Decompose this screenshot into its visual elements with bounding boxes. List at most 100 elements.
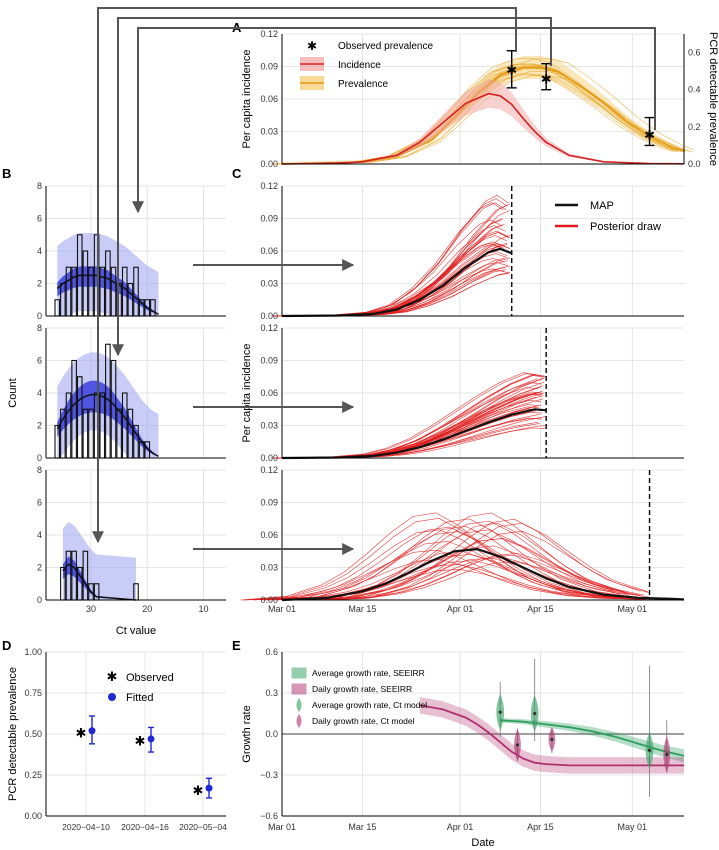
panel-e-ylabel: Growth rate [241, 705, 253, 762]
posterior-draw-line [270, 525, 627, 601]
panel-c-legend-label: Posterior draw [590, 221, 661, 233]
panel-b-row-0-ytick-label: 2 [37, 279, 42, 289]
fitted-prevalence-point [205, 784, 213, 792]
panel-b-row-1-ytick-label: 6 [37, 356, 42, 366]
ct-fit-line [62, 563, 137, 601]
panel-c-legend-label: MAP [590, 200, 614, 212]
fitted-prevalence-point [88, 727, 96, 735]
panel-b-row-0-ytick-label: 8 [37, 181, 42, 191]
ct-average-growth-violin-median [647, 748, 652, 753]
panel-label-b: B [2, 166, 11, 181]
panel-a-y2label: PCR detectable prevalence [707, 32, 719, 166]
panel-c-xtick-label: May 01 [618, 604, 648, 614]
panel-b-xlabel: Ct value [116, 625, 156, 637]
panel-e-ytick-label: 0.6 [265, 647, 278, 657]
connector-arrow [92, 7, 517, 544]
panel-c-xtick-label: Apr 01 [447, 604, 474, 614]
panel-e-ytick-label: −0.6 [260, 811, 278, 821]
ct-fit-line [56, 274, 159, 316]
posterior-draw-line [261, 531, 619, 601]
posterior-draw-line [240, 512, 643, 601]
posterior-draw-line [270, 372, 535, 459]
panel-e-xtick-label: Mar 15 [348, 822, 376, 832]
posterior-draw-line [277, 198, 508, 317]
map-line [281, 408, 547, 460]
posterior-draw-line [302, 522, 625, 601]
panel-e-growth-rate: −0.6 −0.3 0.0 0.3 0.6 Mar 01 Mar 15 Apr 01 Apr 1… [241, 647, 685, 849]
panel-a-chart: ✱ ✱ ✱ 0.00 0.03 0.06 0.09 0.12 0.0 0.2 0.4 0.6 Per c… [241, 29, 719, 169]
panel-b-row-0-ytick-label: 4 [37, 246, 42, 256]
ct-inner-credible-band [57, 380, 159, 457]
legend-daily-seeirr-swatch [291, 683, 307, 695]
legend-daily-ct-swatch [296, 714, 302, 728]
observed-prevalence-point: ✱ [506, 62, 517, 77]
panel-c-ylabel: Per capita incidence [241, 343, 253, 442]
panel-b-row-0-ytick-label: 0 [37, 311, 42, 321]
panel-b-histograms: 0 2 4 6 8 0 2 4 6 8 0 2 4 6 8 30 20 10 Ct value Count [7, 181, 226, 637]
panel-b-xtick-label: 20 [142, 604, 152, 614]
panel-c-row-2-ytick-label: 0.09 [260, 498, 278, 508]
panel-d-ylabel: PCR detectable prevalence [7, 667, 19, 801]
panel-d-legend-label: Observed [126, 672, 174, 684]
panel-e-ytick-label: 0.3 [265, 688, 278, 698]
panel-a-y2tick-label: 0.6 [688, 48, 701, 58]
panel-c-xtick-label: Apr 15 [527, 604, 554, 614]
panel-e-xtick-label: Apr 01 [447, 822, 474, 832]
panel-c-xtick-label: Mar 01 [268, 604, 296, 614]
connector-arrows [92, 7, 656, 555]
panel-e-xtick-label: May 01 [618, 822, 648, 832]
panel-c-incidence: 0.00 0.03 0.06 0.09 0.12 0.00 0.03 0.06 0.09 0.12… [240, 181, 685, 614]
connector-arrow [132, 27, 656, 214]
panel-c-row-0-ytick-label: 0.06 [260, 246, 278, 256]
panel-d-ytick-label: 0.25 [24, 770, 42, 780]
ct-daily-growth-violin-median [665, 752, 669, 757]
panel-a-legend-label: Incidence [338, 60, 381, 71]
panel-b-row-1-ytick-label: 2 [37, 421, 42, 431]
panel-a-y2tick-label: 0.0 [688, 159, 701, 169]
panel-label-c: C [232, 166, 242, 181]
panel-b-row-2-ytick-label: 8 [37, 465, 42, 475]
posterior-draw-line [326, 522, 649, 601]
posterior-draw-line [320, 561, 642, 601]
panel-b-ylabel: Count [7, 378, 19, 407]
ct-average-growth-violin-median [533, 711, 537, 716]
panel-d-xtick-label: 2020−04−16 [121, 822, 169, 832]
connector-arrow [112, 17, 552, 357]
panel-b-row-1-ytick-label: 0 [37, 453, 42, 463]
panel-label-d: D [2, 638, 11, 653]
legend-average-ct-swatch [296, 698, 302, 712]
ct-daily-growth-violin-median [550, 737, 554, 742]
posterior-draw-line [296, 557, 618, 601]
panel-c-row-2-ytick-label: 0.06 [260, 530, 278, 540]
panel-e-legend-label: Average growth rate, SEEIRR [312, 668, 425, 678]
panel-e-legend-label: Daily growth rate, SEEIRR [312, 684, 412, 694]
panel-e-ytick-label: 0.0 [265, 729, 278, 739]
panel-a-ytick-label: 0.06 [260, 94, 278, 104]
legend-observed-symbol: ✱ [107, 669, 118, 684]
fitted-prevalence-point [147, 735, 155, 743]
panel-a-legend-label: Observed prevalence [338, 41, 433, 52]
panel-c-row-0-ytick-label: 0.12 [260, 181, 278, 191]
panel-b-row-2-ytick-label: 6 [37, 498, 42, 508]
panel-e-legend-label: Average growth rate, Ct model [312, 700, 427, 710]
panel-a-ytick-label: 0.00 [260, 159, 278, 169]
panel-a-ytick-label: 0.12 [260, 29, 278, 39]
posterior-draw-line [280, 373, 545, 459]
observed-prevalence-point: ✱ [644, 127, 655, 142]
observed-prevalence-point: ✱ [541, 72, 552, 87]
panel-e-xtick-label: Apr 15 [527, 822, 554, 832]
panel-c-row-2-ytick-label: 0.12 [260, 465, 278, 475]
panel-c-row-2-ytick-label: 0.00 [260, 595, 278, 605]
panel-c-xtick-label: Mar 15 [348, 604, 376, 614]
panel-d-prevalence: ✱ ✱ ✱ 0.00 0.25 0.50 0.75 1.00 2020−04−10 2020−04… [7, 647, 227, 832]
panel-e-legend-label: Daily growth rate, Ct model [312, 716, 415, 726]
posterior-draw-line [318, 554, 641, 601]
posterior-draw-line [263, 564, 620, 601]
map-line [281, 547, 685, 602]
panel-b-row-0-ytick-label: 6 [37, 214, 42, 224]
panel-c-row-0-ytick-label: 0.00 [260, 311, 278, 321]
incidence-line [281, 92, 685, 165]
panel-d-xtick-label: 2020−04−10 [62, 822, 110, 832]
panel-a-y2tick-label: 0.4 [688, 85, 701, 95]
panel-c-row-0-ytick-label: 0.03 [260, 279, 278, 289]
